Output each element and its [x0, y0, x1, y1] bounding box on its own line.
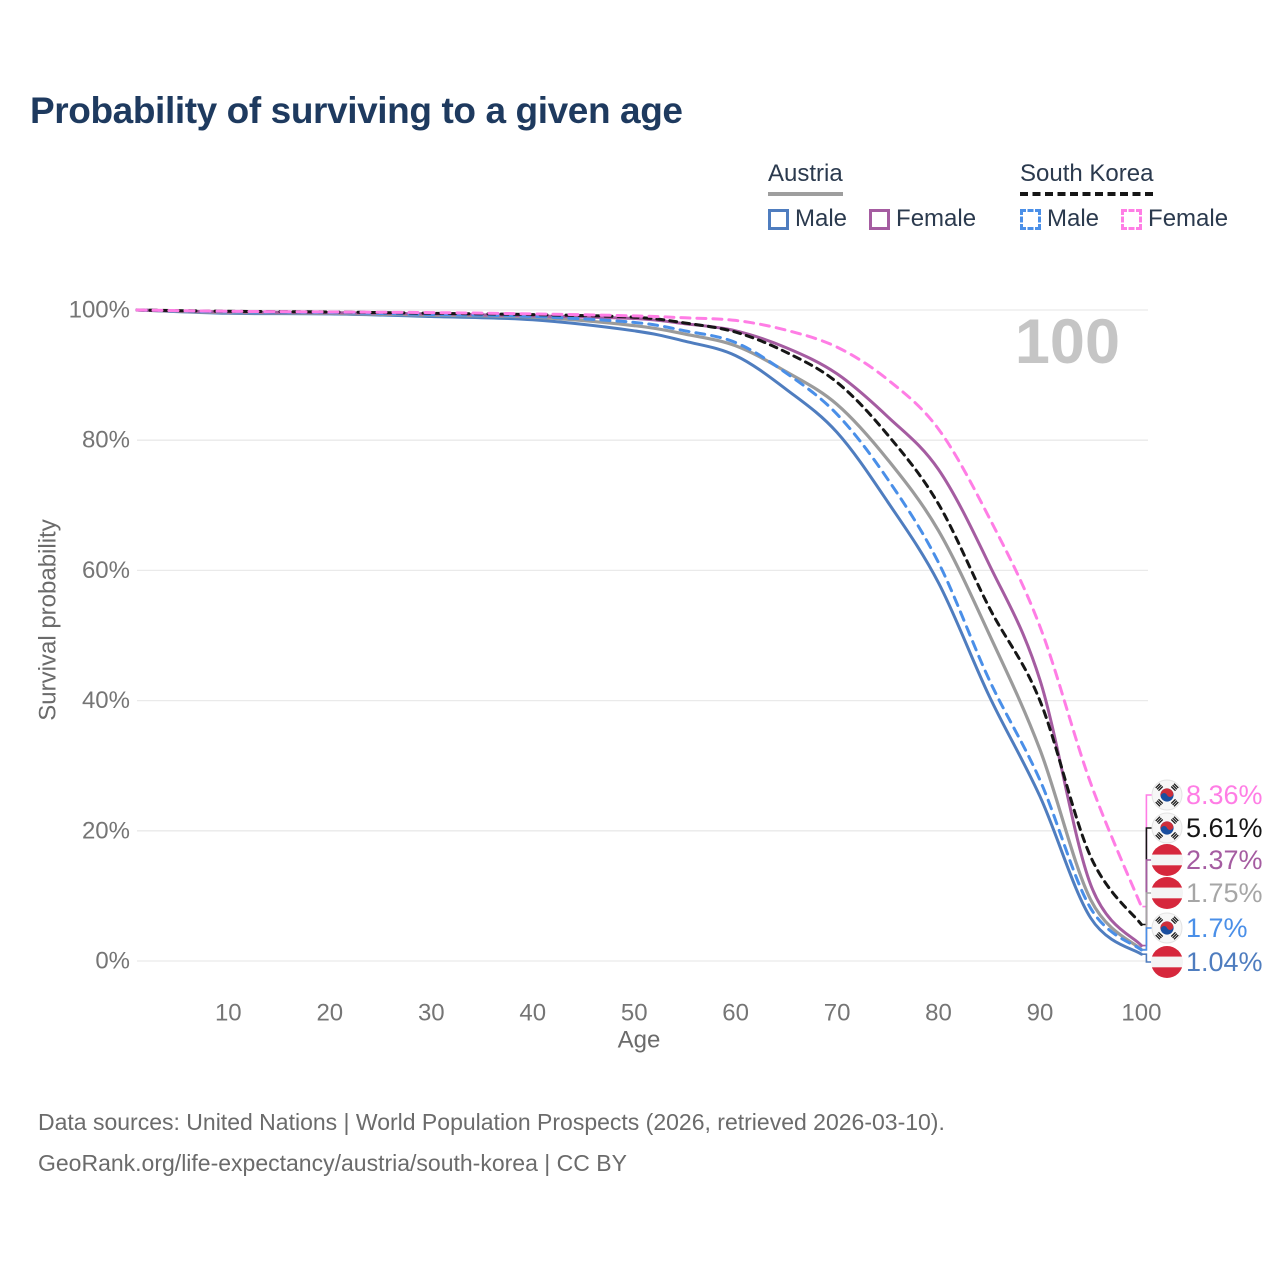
south-korea-flag-icon	[1151, 779, 1183, 811]
south-korea-female-swatch-icon	[1121, 208, 1143, 230]
x-axis-label: Age	[618, 1027, 661, 1054]
x-axis-ticks: 10 20 30 40 50 60 70 80 90 100	[215, 1000, 1161, 1027]
x-tick: 40	[519, 1000, 546, 1027]
y-axis-ticks: 0% 20% 40% 60% 80% 100%	[69, 297, 130, 975]
end-label-austria-total: 1.75%	[1186, 878, 1263, 908]
survival-chart[interactable]: 100 0% 20% 40% 60% 80% 100% 10 20 30 40 …	[0, 0, 1280, 1080]
curve-austria-female[interactable]	[135, 308, 1143, 948]
curves	[135, 308, 1143, 956]
legend-item-label: Female	[1148, 205, 1229, 232]
legend-item-austria-female[interactable]: Female	[869, 205, 976, 233]
end-label-connectors	[1142, 794, 1154, 963]
legend-item-austria-male[interactable]: Male	[768, 205, 847, 233]
legend-item-label: Female	[896, 205, 977, 232]
curve-south-korea-female[interactable]	[135, 308, 1143, 909]
legend-item-south-korea-female[interactable]: Female	[1121, 205, 1228, 233]
south-korea-flag-icon	[1151, 812, 1183, 844]
legend-group-austria: Austria Male Female	[768, 160, 976, 233]
x-tick: 90	[1027, 1000, 1054, 1027]
curve-south-korea-total[interactable]	[135, 308, 1143, 926]
page-title: Probability of surviving to a given age	[30, 90, 683, 131]
austria-flag-icon	[1151, 844, 1183, 876]
curve-austria-male[interactable]	[135, 308, 1143, 956]
gridlines	[137, 309, 1148, 962]
legend-group-south-korea: South Korea Male Female	[1020, 160, 1228, 233]
x-tick: 80	[925, 1000, 952, 1027]
end-label-connector	[1142, 927, 1154, 951]
end-label-south-korea-female: 8.36%	[1186, 780, 1263, 810]
curve-south-korea-male[interactable]	[135, 308, 1143, 952]
legend-item-label: Male	[1047, 205, 1100, 232]
end-labels: 8.36% 5.61% 2.37%	[1151, 779, 1263, 978]
x-tick: 60	[722, 1000, 749, 1027]
austria-flag-icon	[1151, 946, 1183, 978]
austria-female-swatch-icon	[869, 208, 891, 230]
end-label-south-korea-total: 5.61%	[1186, 813, 1263, 843]
legend-group-south-korea-title: South Korea	[1020, 160, 1154, 196]
y-tick: 80%	[82, 427, 130, 454]
y-axis-label: Survival probability	[35, 519, 62, 720]
y-tick: 60%	[82, 557, 130, 584]
y-tick: 0%	[95, 948, 130, 975]
legend-group-austria-title: Austria	[768, 160, 843, 196]
austria-male-swatch-icon	[768, 208, 789, 230]
y-tick: 40%	[82, 687, 130, 714]
end-label-austria-female: 2.37%	[1186, 845, 1263, 875]
footer: Data sources: United Nations | World Pop…	[38, 1102, 945, 1184]
end-label-connector	[1142, 892, 1154, 951]
legend-item-south-korea-male[interactable]: Male	[1020, 205, 1099, 233]
south-korea-male-swatch-icon	[1020, 208, 1041, 230]
x-tick: 10	[215, 1000, 242, 1027]
end-label-austria-male: 1.04%	[1186, 947, 1263, 977]
x-tick: 70	[824, 1000, 851, 1027]
footer-data-sources: Data sources: United Nations | World Pop…	[38, 1109, 945, 1135]
south-korea-flag-icon	[1151, 912, 1183, 944]
curve-austria-total[interactable]	[135, 308, 1143, 952]
austria-flag-icon	[1151, 877, 1183, 909]
x-tick: 30	[418, 1000, 445, 1027]
end-label-south-korea-male: 1.7%	[1186, 913, 1248, 943]
x-tick: 50	[621, 1000, 648, 1027]
x-tick: 20	[316, 1000, 343, 1027]
age-watermark: 100	[1015, 307, 1120, 377]
y-tick: 100%	[69, 297, 130, 324]
end-label-connector	[1142, 859, 1154, 947]
end-label-connector	[1142, 953, 1154, 963]
end-label-connector	[1142, 827, 1154, 926]
footer-attribution: GeoRank.org/life-expectancy/austria/sout…	[38, 1150, 627, 1176]
legend-item-label: Male	[795, 205, 848, 232]
legend: Austria Male Female South Korea Male Fem…	[0, 160, 1280, 245]
x-tick: 100	[1121, 1000, 1161, 1027]
y-tick: 20%	[82, 817, 130, 844]
